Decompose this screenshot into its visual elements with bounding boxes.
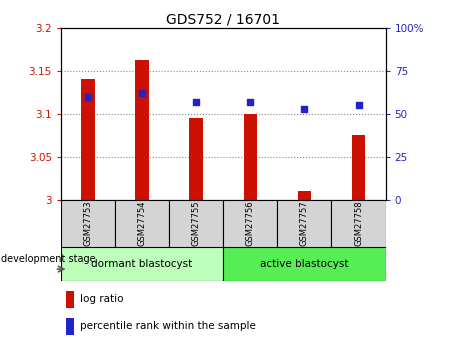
Point	[84, 94, 92, 99]
Point	[247, 99, 254, 105]
Text: development stage: development stage	[1, 254, 96, 264]
Bar	[189, 118, 203, 200]
Text: percentile rank within the sample: percentile rank within the sample	[80, 321, 256, 331]
Bar	[244, 114, 257, 200]
Bar	[352, 135, 365, 200]
Bar	[61, 200, 115, 247]
Bar	[169, 200, 223, 247]
Bar	[66, 318, 74, 335]
Text: log ratio: log ratio	[80, 294, 123, 304]
Text: GSM27757: GSM27757	[300, 200, 309, 246]
Bar	[81, 79, 95, 200]
Text: GSM27756: GSM27756	[246, 200, 255, 246]
Point	[301, 106, 308, 111]
Bar	[135, 60, 149, 200]
Bar	[331, 200, 386, 247]
Bar	[223, 200, 277, 247]
Bar	[277, 200, 331, 247]
Point	[193, 99, 200, 105]
Text: GSM27754: GSM27754	[138, 201, 147, 246]
Point	[355, 102, 362, 108]
Text: GSM27758: GSM27758	[354, 200, 363, 246]
Bar	[298, 191, 311, 200]
Bar	[223, 247, 386, 281]
Bar	[115, 200, 169, 247]
Text: dormant blastocyst: dormant blastocyst	[92, 259, 193, 269]
Text: active blastocyst: active blastocyst	[260, 259, 349, 269]
Bar	[66, 291, 74, 307]
Text: GSM27755: GSM27755	[192, 201, 201, 246]
Bar	[61, 247, 223, 281]
Text: GSM27753: GSM27753	[83, 200, 92, 246]
Title: GDS752 / 16701: GDS752 / 16701	[166, 12, 280, 27]
Point	[138, 90, 146, 96]
